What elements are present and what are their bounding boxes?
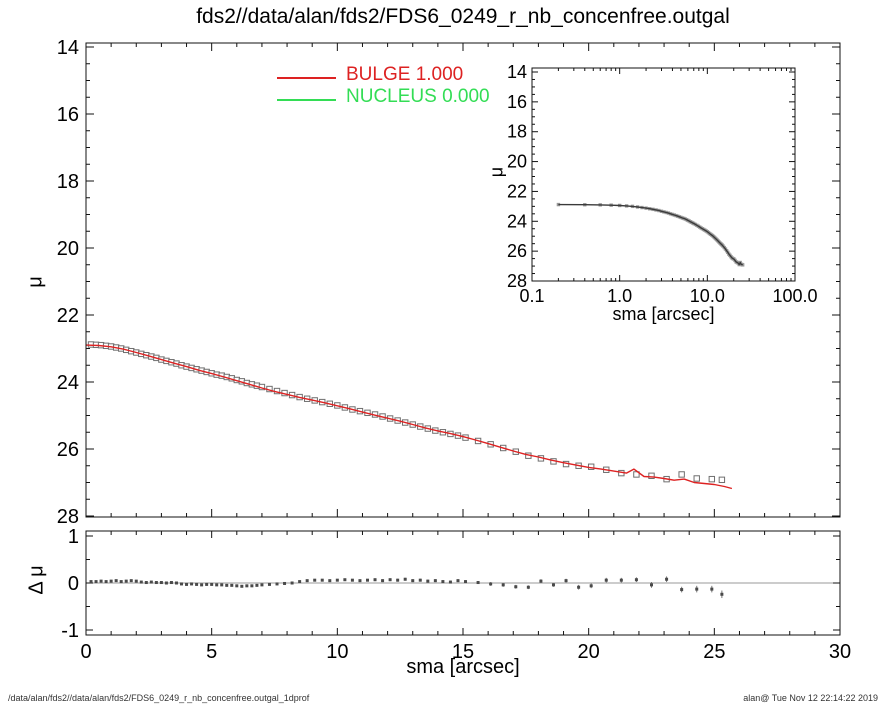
svg-text:5: 5 (206, 641, 217, 663)
svg-text:0: 0 (80, 641, 91, 663)
svg-text:-1: -1 (61, 620, 79, 642)
svg-text:25: 25 (703, 641, 725, 663)
plot-title: fds2//data/alan/fds2/FDS6_0249_r_nb_conc… (196, 5, 730, 28)
svg-text:10: 10 (326, 641, 348, 663)
legend-bulge-label: BULGE 1.000 (346, 64, 464, 85)
nucleus-line-swatch (277, 99, 336, 101)
svg-text:26: 26 (507, 241, 527, 261)
footer-file-path: /data/alan/fds2//data/alan/fds2/FDS6_024… (8, 693, 310, 703)
svg-text:1.0: 1.0 (607, 286, 632, 306)
inset-y-axis-label: μ (486, 166, 507, 178)
svg-text:100.0: 100.0 (772, 286, 817, 306)
svg-text:0: 0 (68, 573, 79, 595)
main-y-axis-label: μ (24, 276, 47, 288)
svg-text:28: 28 (507, 271, 527, 291)
svg-text:14: 14 (507, 62, 527, 82)
svg-text:14: 14 (57, 37, 79, 59)
svg-text:0.1: 0.1 (519, 286, 544, 306)
footer-user-timestamp: alan@ Tue Nov 12 22:14:22 2019 (743, 693, 878, 703)
bulge-line-swatch (277, 77, 336, 79)
svg-text:15: 15 (452, 641, 474, 663)
svg-text:20: 20 (57, 238, 79, 260)
svg-text:24: 24 (57, 372, 79, 394)
x-axis-label: sma [arcsec] (406, 656, 520, 678)
svg-text:18: 18 (57, 171, 79, 193)
svg-text:1: 1 (68, 526, 79, 548)
svg-text:26: 26 (57, 439, 79, 461)
svg-text:16: 16 (507, 92, 527, 112)
legend-nucleus-label: NUCLEUS 0.000 (346, 86, 490, 107)
svg-text:10.0: 10.0 (690, 286, 725, 306)
svg-text:24: 24 (507, 211, 527, 231)
svg-text:28: 28 (57, 506, 79, 528)
svg-text:16: 16 (57, 104, 79, 126)
svg-text:18: 18 (507, 122, 527, 142)
svg-text:30: 30 (829, 641, 851, 663)
svg-text:20: 20 (578, 641, 600, 663)
residual-y-axis-label: Δ μ (25, 565, 48, 595)
svg-text:22: 22 (57, 305, 79, 327)
svg-text:22: 22 (507, 181, 527, 201)
svg-text:20: 20 (507, 152, 527, 172)
inset-x-axis-label: sma [arcsec] (612, 304, 715, 324)
